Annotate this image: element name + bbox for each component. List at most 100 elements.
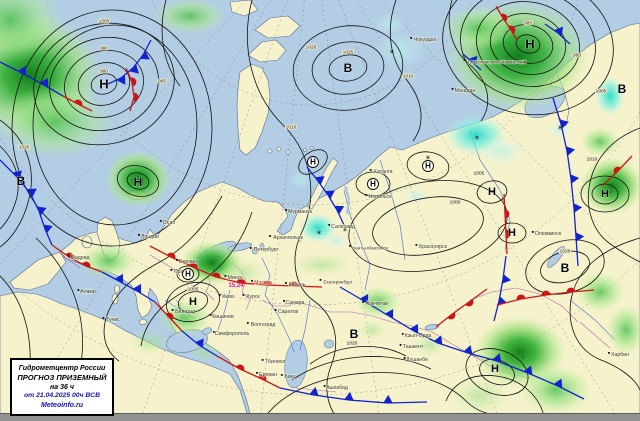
city-dot [463, 59, 466, 61]
city-label: Ташкент [403, 344, 424, 350]
city-label: Лондон [141, 234, 159, 240]
island-franz-josef [303, 148, 307, 152]
city-label: Архангельск [273, 235, 303, 241]
isobar-value: 1025 [343, 50, 354, 56]
city-label: Ханты-Мансийск [352, 245, 389, 251]
city-dot [323, 385, 326, 387]
weather-symbol: ∗ [474, 135, 479, 142]
isobar-value: 995 [158, 79, 166, 85]
pressure-center-low: Н [370, 180, 376, 189]
city-dot [608, 352, 610, 354]
city-label: Самара [286, 300, 305, 306]
city-dot [138, 234, 140, 236]
city-labels: Осло Лондон Берлин Прага Петербург Москва Минс… [68, 36, 630, 392]
city-dot [285, 209, 288, 211]
isobar-value: 1020 [306, 45, 317, 51]
islands-canadian-arctic [254, 15, 301, 39]
landmass-iberia [9, 251, 67, 291]
city-dot [283, 300, 285, 302]
city-dot [224, 275, 227, 277]
pressure-center-ring [367, 178, 379, 190]
city-label: Чокурдах [414, 37, 437, 43]
pressure-center-low: Н [601, 188, 609, 200]
city-dot [256, 372, 258, 374]
city-label: Красноярск [419, 244, 447, 250]
isobar-value: 990 [100, 46, 108, 52]
front-label: 15.24 [228, 283, 244, 289]
isobar-value: 985 [524, 21, 532, 27]
city-dot [68, 255, 70, 257]
pressure-center-low: Н [185, 270, 191, 279]
city-label: Ереван [259, 372, 277, 378]
island-sicily [138, 319, 148, 325]
weather-symbol: ∗ [425, 155, 430, 162]
forecast-lead-time: на 36 ч [50, 383, 74, 391]
city-label: Олекминск [535, 231, 562, 237]
city-dot [242, 294, 245, 296]
city-dot [249, 247, 252, 249]
forecast-info-box: Гидрометцентр России ПРОГНОЗ ПРИЗЕМНЫЙ н… [10, 358, 114, 416]
island-corsica [114, 284, 120, 294]
city-label: Баку [284, 374, 296, 380]
city-label: Курск [246, 294, 260, 300]
pressure-center-low: Н [134, 175, 143, 189]
weather-symbol: ∗ [389, 49, 394, 56]
city-dot [369, 169, 372, 171]
pressure-center-high: В [344, 61, 353, 75]
city-dot [399, 344, 402, 346]
city-dot [285, 282, 287, 284]
city-dot [159, 220, 162, 222]
isobar-value: 1000 [450, 200, 461, 206]
city-dot [171, 309, 174, 311]
city-label: Волгоград [251, 322, 276, 328]
city-label: Минск [228, 275, 244, 281]
city-label: Харбин [611, 352, 629, 358]
pressure-center-low: Н [310, 158, 316, 167]
city-label: Саратов [278, 309, 299, 315]
island-franz-josef [310, 146, 314, 150]
isobar-value: 1010 [403, 74, 414, 80]
city-label: Киев [222, 294, 234, 300]
weather-symbol: ↓ [212, 267, 215, 274]
city-label: Кзыл-Орда [405, 333, 432, 339]
city-label: Магадан [455, 88, 476, 94]
weather-symbol: ↓ [298, 237, 301, 244]
pressure-center-low: Н [99, 77, 108, 92]
isobar-value: 1005 [474, 171, 485, 177]
city-label: Казань [289, 282, 306, 288]
isobar-value: 1020 [560, 249, 571, 255]
warm-fronts [51, 5, 633, 389]
sea-aral [323, 339, 335, 349]
city-dot [251, 280, 253, 282]
city-dot [280, 374, 283, 376]
city-dot [415, 244, 418, 246]
islands-canadian-arctic [247, 39, 287, 63]
weather-symbol: ↓ [608, 189, 611, 196]
site-name: Meteoinfo.ru [41, 402, 83, 410]
weather-symbol: ↓ [133, 179, 136, 186]
isobar-labels: 980 990 1000 995 985 995 1005 1025 1020 1010 1010 1… [18, 18, 608, 348]
city-label: Берлин [179, 259, 197, 265]
city-dot [274, 309, 277, 311]
city-dot [170, 269, 173, 271]
city-dot [319, 279, 322, 281]
isobar-value: 1020 [347, 341, 358, 347]
city-dot [451, 88, 454, 90]
city-label: Кишинев [212, 314, 234, 320]
city-label: Душанбе [406, 357, 428, 363]
city-label: Петропавловск-Камчатский [468, 59, 527, 65]
weather-symbol: ∗ [316, 230, 321, 237]
agency-name: Гидрометцентр России [18, 364, 106, 372]
fronts [0, 5, 633, 404]
city-dot [410, 37, 413, 39]
isobar-value: 1005 [596, 89, 607, 95]
city-label: Москва [254, 280, 272, 286]
city-dot [213, 331, 215, 333]
island-svalbard [276, 146, 282, 152]
city-dot [328, 224, 331, 226]
pressure-center-high: В [350, 327, 359, 341]
city-label: Прага [174, 269, 188, 275]
weather-symbol: ↓ [521, 354, 524, 361]
